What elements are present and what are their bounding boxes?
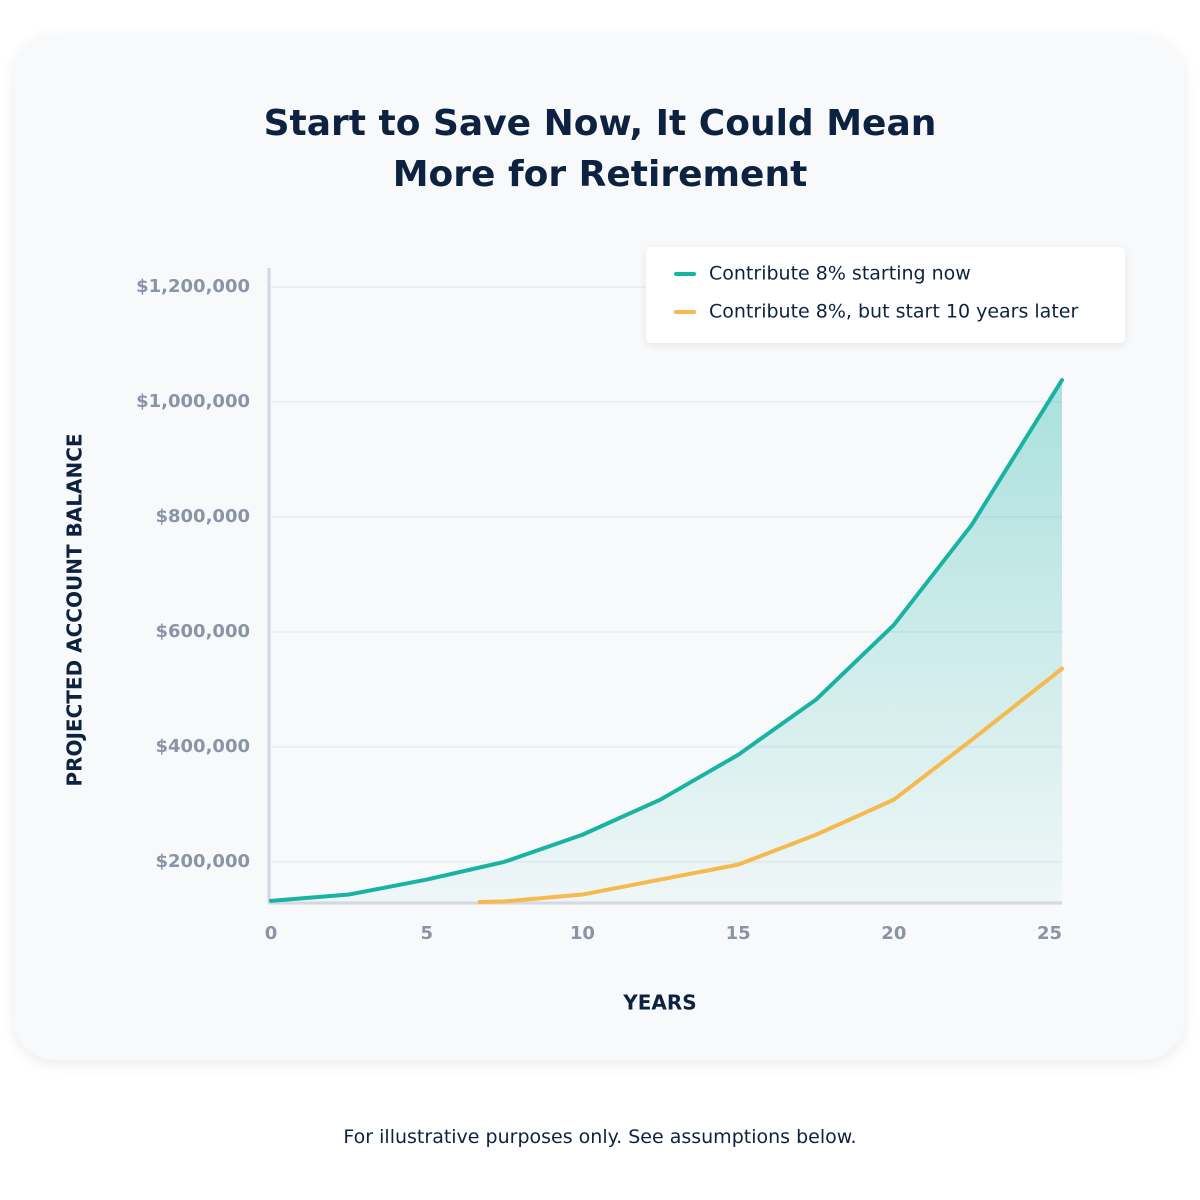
y-axis-title: PROJECTED ACCOUNT BALANCE [63,433,87,786]
x-tick-label: 20 [881,923,906,944]
x-tick-label: 15 [726,923,751,944]
chart: PROJECTED ACCOUNT BALANCE YEARS $200,000… [63,247,1125,1015]
footnote: For illustrative purposes only. See assu… [343,1126,857,1148]
y-tick-label: $1,000,000 [136,391,250,412]
chart-title: Start to Save Now, It Could Mean More fo… [263,103,937,195]
x-axis-title: YEARS [622,991,696,1015]
y-tick-label: $400,000 [155,736,250,757]
x-tick-label: 10 [570,923,595,944]
y-tick-label: $800,000 [155,506,250,527]
area [271,380,1062,903]
x-tick-label: 0 [265,923,278,944]
legend-label: Contribute 8% starting now [709,263,971,285]
x-tick-label: 25 [1037,923,1062,944]
y-tick-label: $600,000 [155,621,250,642]
legend-label: Contribute 8%, but start 10 years later [709,301,1078,323]
legend-box [646,247,1125,343]
y-tick-label: $1,200,000 [136,276,250,297]
y-tick-label: $200,000 [155,851,250,872]
series-line [477,666,1064,904]
series-line [269,378,1064,903]
x-tick-label: 5 [420,923,433,944]
